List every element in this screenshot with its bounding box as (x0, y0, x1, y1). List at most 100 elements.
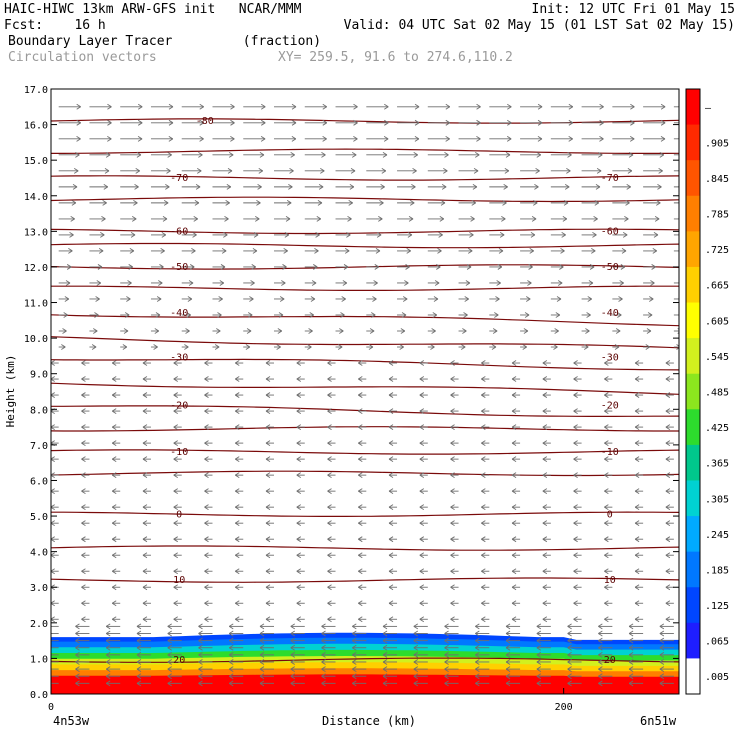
circulation-vector (212, 183, 232, 190)
vector-head (167, 630, 172, 637)
vector-head (197, 167, 202, 174)
circulation-vector (581, 135, 604, 142)
circulation-vector (511, 520, 521, 527)
circulation-vector (111, 472, 121, 479)
vector-head (604, 600, 609, 607)
circulation-vector (450, 360, 459, 366)
vector-head (142, 440, 148, 446)
vector-head (247, 312, 253, 318)
circulation-vector (634, 568, 644, 575)
vector-head (290, 659, 296, 665)
vector-head (567, 651, 572, 658)
vector-head (342, 280, 348, 286)
circulation-vector (235, 408, 244, 414)
circulation-vector (51, 360, 59, 366)
vector-head (481, 376, 486, 382)
contour-label: -70 (601, 173, 619, 184)
vector-head (276, 344, 281, 350)
vector-head (660, 135, 666, 142)
colorbar-label: .845 (705, 174, 729, 185)
circulation-vector (290, 680, 305, 687)
vector-head (419, 472, 425, 479)
vector-head (70, 216, 75, 222)
circulation-vector (643, 167, 663, 174)
vector-head (659, 680, 665, 687)
circulation-vector (296, 584, 305, 591)
vector-head (91, 344, 97, 350)
vector-head (348, 200, 353, 206)
vector-head (464, 296, 469, 302)
temperature-contour (51, 148, 679, 154)
circulation-vector (150, 216, 168, 222)
vector-head (441, 183, 447, 190)
circulation-vector (181, 264, 195, 270)
vector-head (101, 216, 106, 222)
circulation-vector (536, 651, 551, 658)
circulation-vector (388, 360, 398, 366)
contour-label: -50 (601, 262, 619, 273)
circulation-vector (142, 568, 151, 575)
circulation-vector (511, 440, 521, 446)
vector-head (256, 200, 261, 206)
circulation-vector (212, 151, 234, 158)
circulation-vector (335, 151, 357, 158)
circulation-vector (489, 103, 512, 110)
circulation-vector (173, 376, 182, 382)
circulation-vector (111, 408, 121, 414)
circulation-vector (643, 264, 656, 270)
circulation-vector (444, 637, 459, 644)
vector-head (189, 264, 195, 270)
circulation-vector (397, 103, 420, 110)
circulation-vector (120, 296, 131, 302)
circulation-vector (397, 344, 404, 350)
vector-head (224, 216, 229, 222)
circulation-vector (111, 600, 121, 607)
circulation-vector (366, 200, 384, 206)
vector-head (235, 568, 240, 575)
circulation-vector (81, 472, 90, 479)
vector-head (198, 630, 203, 637)
circulation-vector (511, 360, 521, 366)
circulation-vector (89, 119, 112, 126)
circulation-vector (204, 424, 213, 430)
circulation-vector (335, 328, 344, 334)
colorbar-label: .605 (705, 316, 729, 327)
circulation-vector (450, 552, 459, 559)
circulation-vector (511, 408, 521, 414)
vector-head (173, 600, 178, 607)
vector-head (76, 119, 81, 126)
circulation-vector (51, 616, 59, 623)
vector-head (659, 623, 665, 630)
vector-head (142, 568, 148, 575)
vector-head (634, 472, 640, 479)
circulation-vector (505, 666, 521, 672)
circulation-vector (358, 472, 367, 479)
circulation-vector (550, 264, 564, 270)
circulation-vector (444, 659, 459, 665)
vector-head (419, 488, 425, 495)
vector-head (665, 472, 671, 479)
circulation-vector (634, 600, 644, 607)
circulation-vector (450, 424, 459, 430)
circulation-vector (628, 659, 644, 665)
vector-head (111, 456, 117, 462)
vector-head (382, 623, 388, 630)
circulation-vector (321, 666, 336, 672)
vector-head (358, 392, 363, 398)
vector-head (542, 360, 548, 366)
vector-head (204, 616, 209, 623)
vector-head (481, 488, 486, 495)
circulation-vector (388, 440, 398, 446)
circulation-vector (413, 637, 428, 644)
vector-head (156, 296, 162, 302)
vector-head (634, 536, 640, 543)
vector-head (659, 637, 665, 644)
vector-head (589, 264, 595, 270)
vector-head (665, 536, 671, 543)
circulation-vector (628, 623, 644, 630)
circulation-vector (612, 248, 627, 254)
circulation-vector (604, 456, 613, 462)
circulation-vector (536, 623, 551, 630)
vector-head (634, 488, 640, 495)
circulation-vector (550, 280, 563, 286)
